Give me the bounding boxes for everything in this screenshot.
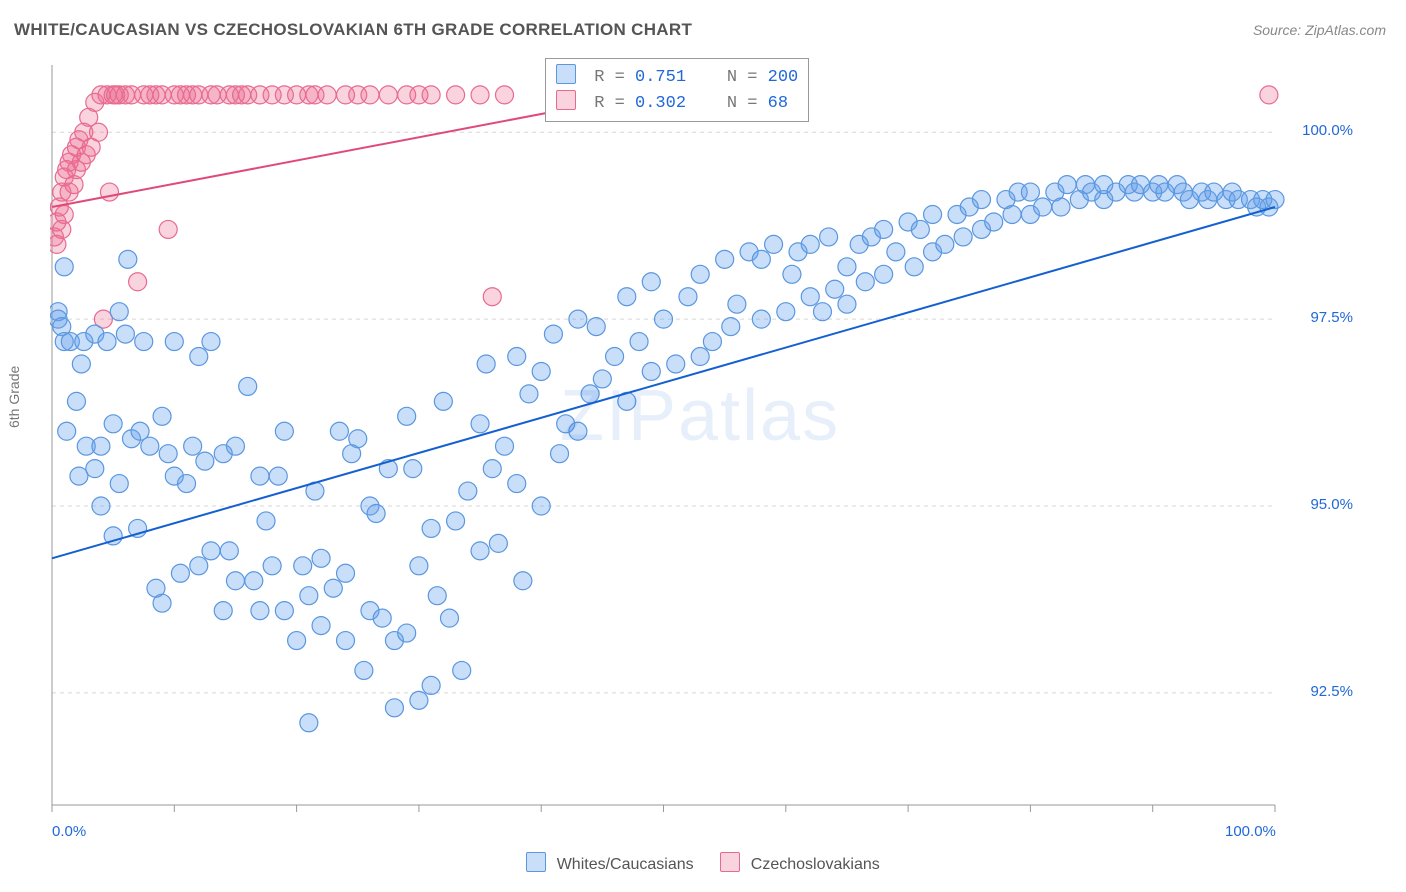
- chart-title: WHITE/CAUCASIAN VS CZECHOSLOVAKIAN 6TH G…: [14, 20, 692, 40]
- legend-label: Czechoslovakians: [751, 856, 880, 873]
- r-value: 0.751: [635, 68, 686, 87]
- stats-row: R = 0.751 N = 200: [556, 64, 798, 90]
- y-tick-label: 100.0%: [1283, 122, 1353, 139]
- r-value: 0.302: [635, 94, 686, 113]
- x-tick-label: 100.0%: [1225, 823, 1276, 840]
- n-value: 68: [768, 94, 788, 113]
- x-tick-label: 0.0%: [52, 823, 86, 840]
- series-swatch-icon: [556, 90, 576, 110]
- bottom-legend: Whites/Caucasians Czechoslovakians: [0, 852, 1406, 874]
- y-tick-label: 95.0%: [1283, 496, 1353, 513]
- stats-row: R = 0.302 N = 68: [556, 90, 798, 116]
- n-label: N =: [727, 68, 758, 87]
- r-label: R =: [594, 94, 625, 113]
- correlation-stats-box: R = 0.751 N = 200 R = 0.302 N = 68: [545, 58, 809, 122]
- y-axis-label: 6th Grade: [6, 366, 22, 428]
- y-tick-label: 97.5%: [1283, 309, 1353, 326]
- legend-swatch-icon: [720, 852, 740, 872]
- series-swatch-icon: [556, 64, 576, 84]
- legend-swatch-icon: [526, 852, 546, 872]
- n-label: N =: [727, 94, 758, 113]
- plot-area: [50, 55, 1355, 815]
- scatter-plot-svg: [50, 55, 1355, 815]
- n-value: 200: [768, 68, 799, 87]
- source-attribution: Source: ZipAtlas.com: [1253, 22, 1386, 38]
- legend-label: Whites/Caucasians: [557, 856, 694, 873]
- y-tick-label: 92.5%: [1283, 683, 1353, 700]
- r-label: R =: [594, 68, 625, 87]
